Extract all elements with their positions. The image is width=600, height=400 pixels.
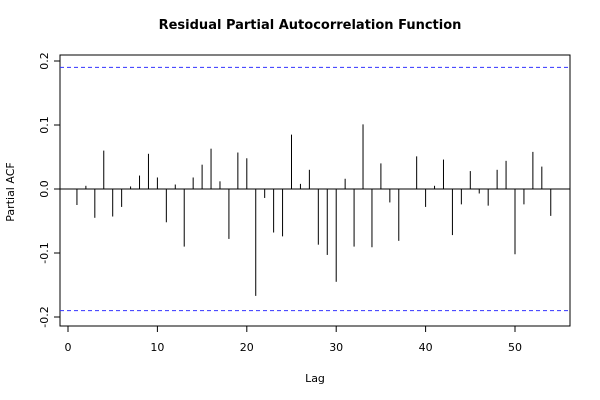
- pacf-bars: [76, 124, 552, 296]
- y-tick-label: -0.1: [38, 242, 51, 263]
- x-tick-label: 40: [419, 341, 433, 354]
- x-axis-label: Lag: [305, 372, 325, 385]
- y-tick-label: 0.2: [38, 52, 51, 70]
- x-tick-label: 50: [508, 341, 522, 354]
- x-tick-label: 10: [150, 341, 164, 354]
- plot-frame: [59, 54, 571, 327]
- x-axis: 0 10 20 30 40 50: [65, 326, 522, 354]
- y-tick-label: -0.2: [38, 306, 51, 327]
- chart-title: Residual Partial Autocorrelation Functio…: [159, 18, 462, 33]
- y-axis: -0.2 -0.1 0.0 0.1 0.2: [38, 52, 60, 328]
- x-tick-label: 20: [240, 341, 254, 354]
- y-axis-label: Partial ACF: [4, 162, 17, 221]
- x-tick-label: 0: [65, 341, 72, 354]
- x-tick-label: 30: [329, 341, 343, 354]
- confidence-bounds: [60, 66, 570, 312]
- y-tick-label: 0.1: [38, 116, 51, 134]
- y-tick-label: 0.0: [38, 180, 51, 198]
